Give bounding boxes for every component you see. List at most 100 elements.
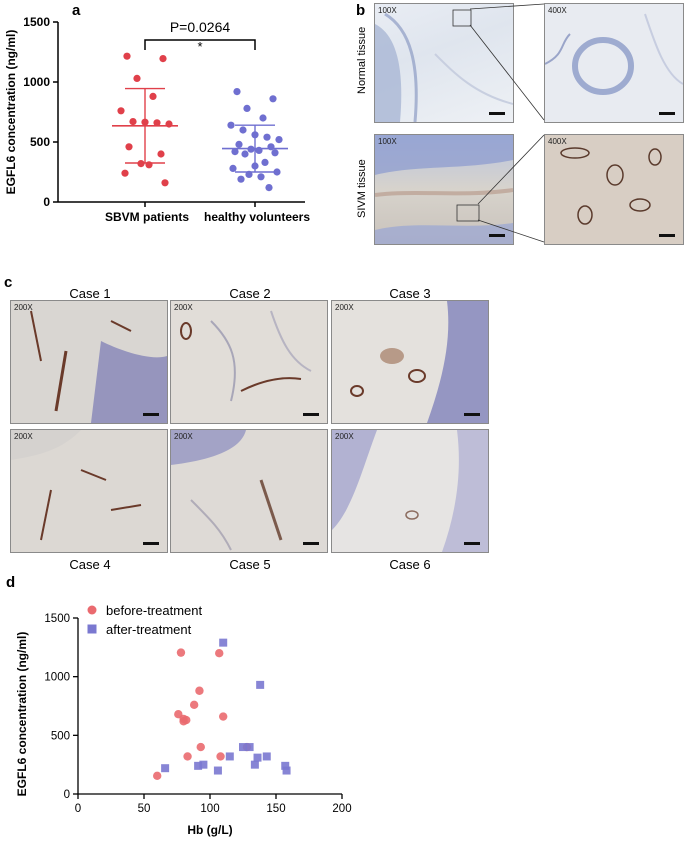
data-point-after [225, 752, 234, 761]
data-point-before [176, 648, 186, 657]
data-point [129, 118, 137, 126]
data-point [157, 150, 165, 158]
y-tick-label: 1000 [44, 672, 70, 684]
data-point-before [189, 700, 199, 710]
panel-letter-a: a [72, 2, 81, 19]
y-tick-label: 1500 [44, 613, 70, 625]
data-point [273, 168, 281, 176]
data-point [159, 55, 167, 63]
data-point [243, 104, 251, 112]
y-tick-label: 500 [30, 135, 50, 149]
data-point-after [253, 753, 262, 762]
y-tick-label: 500 [51, 730, 70, 742]
data-point-before [153, 771, 162, 781]
data-point [257, 173, 265, 181]
x-tick-label: 0 [75, 803, 81, 815]
data-point [275, 136, 283, 144]
case-label-3: Case 3 [389, 286, 431, 301]
panel-letter-c: c [4, 274, 13, 291]
scale-bar [143, 413, 159, 416]
data-point [233, 88, 241, 96]
chart-d-scatter: 0 500 1000 1500 0 50 100 150 200 Hb (g/L) EGFL6 co… [15, 603, 352, 837]
x-tick-label: 150 [266, 803, 285, 815]
data-point [261, 158, 269, 166]
magnification-label: 100X [378, 6, 397, 15]
scale-bar [303, 413, 319, 416]
significance-bracket [144, 39, 256, 50]
data-point [123, 52, 131, 60]
case-label-5: Case 5 [229, 557, 271, 572]
data-point [153, 119, 161, 127]
data-point-after [199, 760, 208, 769]
y-axis-label: EGFL6 concentration (ng/ml) [15, 632, 29, 797]
legend-marker [87, 624, 97, 634]
magnification-label: 200X [335, 303, 354, 312]
micrograph-case-4: 200X [10, 429, 168, 553]
data-point-after [194, 761, 203, 770]
x-tick-label: 50 [138, 803, 151, 815]
scale-bar [659, 234, 675, 237]
data-point-after [250, 760, 259, 769]
micrograph-case-3: 200X [331, 300, 489, 424]
panel-letter-d: d [6, 574, 16, 591]
data-point-before [216, 752, 225, 761]
data-point-before [215, 649, 224, 658]
micrograph-normal-400x: 400X [544, 3, 684, 123]
scale-bar [464, 413, 480, 416]
data-point-before [179, 717, 188, 726]
data-point [265, 184, 273, 192]
case-label-6: Case 6 [389, 557, 431, 572]
data-point-before [183, 752, 192, 761]
row-label-sivm: SIVM tissue [356, 159, 368, 218]
magnification-label: 200X [14, 303, 33, 312]
y-tick-label: 1000 [23, 75, 50, 89]
micrograph-normal-100x: 100X [374, 3, 514, 123]
data-point-before [219, 712, 228, 721]
data-point [149, 92, 157, 100]
scale-bar [489, 112, 505, 115]
micrograph-sivm-100x: 100X [374, 134, 514, 245]
case-label-4: Case 4 [69, 557, 111, 572]
data-point-after [245, 743, 254, 752]
data-point [235, 140, 243, 148]
data-point-after [262, 752, 271, 761]
micrograph-sivm-400x: 400X [544, 134, 684, 245]
micrograph-case-1: 200X [10, 300, 168, 424]
x-tick-label: 200 [332, 803, 351, 815]
data-point [133, 74, 141, 82]
data-point [125, 143, 133, 151]
scale-bar [303, 542, 319, 545]
legend-label: before-treatment [106, 603, 202, 618]
magnification-label: 100X [378, 137, 397, 146]
zoom-connectors [469, 3, 545, 243]
magnification-label: 400X [548, 137, 567, 146]
panel-letter-b: b [356, 2, 366, 19]
data-point-before [195, 686, 204, 695]
category-label: healthy volunteers [204, 210, 310, 224]
y-tick-label: 0 [64, 789, 70, 801]
data-point [121, 169, 129, 177]
data-point [263, 133, 271, 141]
scale-bar [464, 542, 480, 545]
y-axis-label: EGFL6 concentration (ng/ml) [4, 30, 18, 195]
data-point [241, 150, 249, 158]
data-point-after [239, 743, 247, 752]
magnification-label: 200X [174, 432, 193, 441]
data-point-after [161, 764, 170, 773]
significance-star: * [197, 39, 202, 54]
row-label-normal: Normal tissue [356, 26, 368, 94]
data-point [237, 175, 245, 183]
data-point [117, 107, 125, 115]
data-point [269, 95, 277, 103]
data-point [161, 179, 169, 187]
micrograph-case-5: 200X [170, 429, 328, 553]
case-label-2: Case 2 [229, 286, 271, 301]
magnification-label: 200X [335, 432, 354, 441]
x-axis-label: Hb (g/L) [187, 823, 232, 837]
data-point-before [196, 742, 205, 752]
data-point [239, 126, 247, 134]
data-point-after [213, 766, 222, 775]
x-tick-label: 100 [200, 803, 219, 815]
y-tick-label: 0 [43, 195, 50, 209]
legend-label: after-treatment [106, 622, 192, 637]
